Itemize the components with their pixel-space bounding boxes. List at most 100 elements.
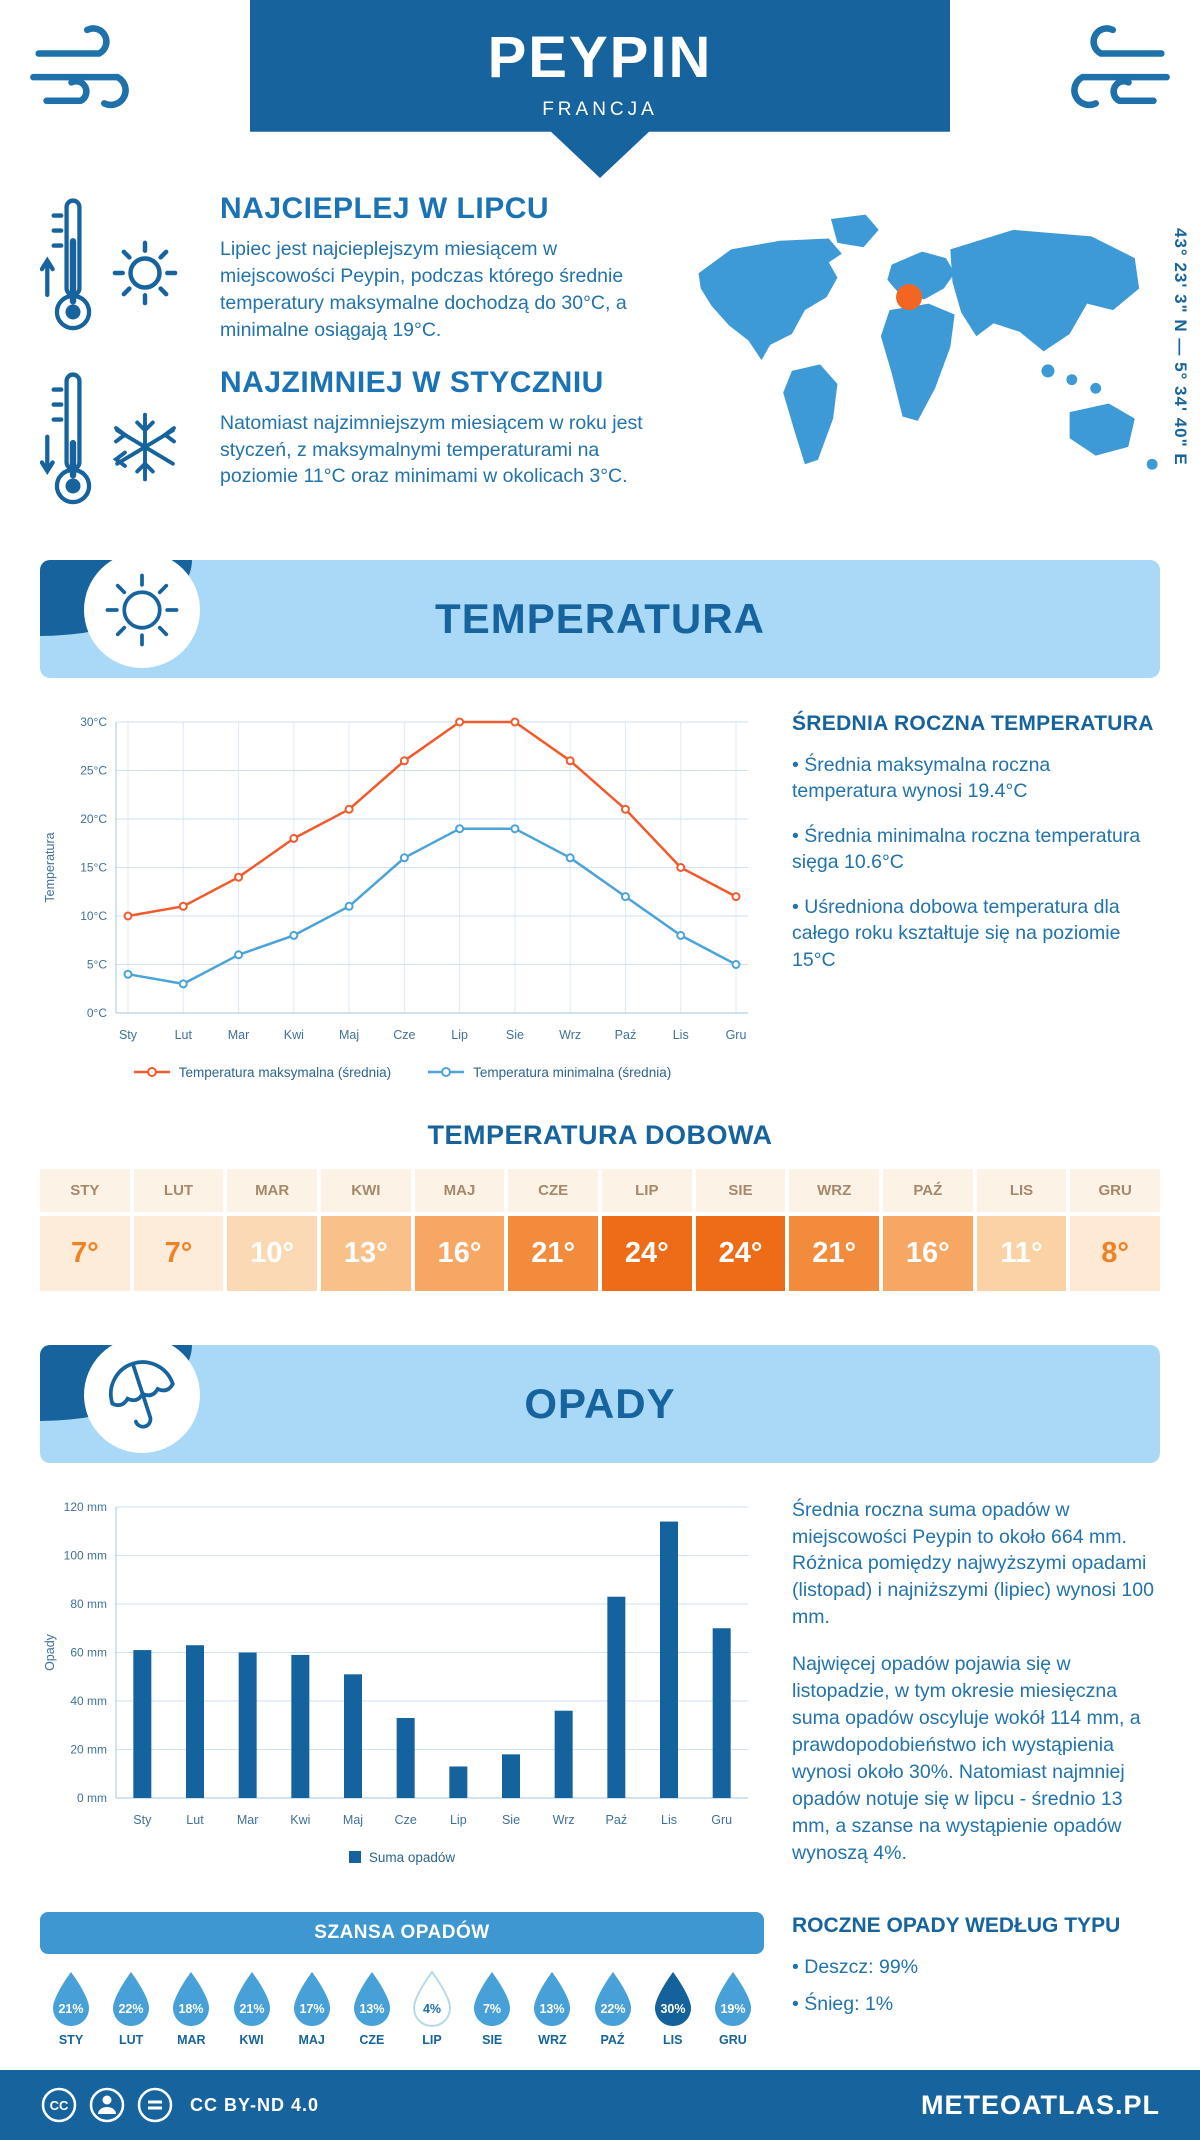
month-header-cell: PAŹ [882, 1168, 973, 1212]
droplet-icon: 13% [534, 1972, 571, 2027]
rain-chance-item: 13% WRZ [525, 1970, 579, 2047]
temperature-value-cell: 21° [508, 1215, 598, 1291]
svg-text:Cze: Cze [393, 1028, 415, 1042]
svg-text:Gru: Gru [711, 1813, 732, 1827]
header: PEYPIN FRANCJA [0, 0, 1200, 186]
svg-text:17%: 17% [299, 2002, 324, 2016]
coldest-icons [40, 366, 210, 516]
rain-chance-item: 19% GRU [706, 1970, 760, 2047]
temperature-summary-heading: ŚREDNIA ROCZNA TEMPERATURA [792, 711, 1154, 735]
month-header-cell: KWI [320, 1168, 411, 1212]
page-title: PEYPIN [487, 25, 713, 90]
temperature-value-cell: 11° [976, 1215, 1067, 1291]
rain-chance-item: 30% LIS [646, 1970, 700, 2047]
thermometer-cold-icon [40, 372, 92, 504]
legend-swatch [348, 1851, 361, 1864]
temperature-value-cell: 24° [695, 1215, 786, 1291]
svg-text:10°C: 10°C [80, 909, 107, 923]
droplet-icon: 13% [353, 1972, 390, 2027]
brand-label: METEOATLAS.PL [921, 2089, 1160, 2120]
no-derivatives-icon [137, 2087, 173, 2123]
month-header-cell: MAJ [414, 1168, 505, 1212]
svg-text:Lip: Lip [451, 1028, 468, 1042]
sun-banner-icon [105, 573, 179, 647]
month-header-cell: LUT [133, 1168, 224, 1212]
droplet-month-label: MAJ [298, 2033, 325, 2048]
droplet-icon: 7% [474, 1972, 511, 2027]
bar [396, 1717, 415, 1798]
temperature-line-chart: 0°C 5°C 10°C 15°C 20°C 25°C 30°C Temperatura Sty… [43, 715, 748, 1042]
svg-text:120 mm: 120 mm [64, 1500, 107, 1514]
wind-icon-right [1071, 25, 1170, 109]
month-header-cell: CZE [508, 1168, 598, 1212]
svg-text:Sie: Sie [502, 1813, 520, 1827]
svg-text:Paź: Paź [606, 1813, 628, 1827]
svg-text:Lip: Lip [450, 1813, 467, 1827]
attribution-person-icon [89, 2087, 125, 2123]
svg-text:100 mm: 100 mm [64, 1548, 107, 1562]
bar [344, 1673, 362, 1798]
droplet-icon: 30% [654, 1972, 691, 2027]
svg-text:Maj: Maj [343, 1813, 363, 1827]
svg-text:80 mm: 80 mm [70, 1597, 107, 1611]
intro-text-column: NAJCIEPLEJ W LIPCU Lipiec jest najcieple… [40, 192, 650, 538]
droplet-month-label: PAŹ [600, 2033, 625, 2048]
svg-text:30°C: 30°C [80, 715, 107, 729]
droplet-month-label: LIP [422, 2033, 442, 2048]
title-banner: PEYPIN FRANCJA [250, 0, 950, 178]
warmest-icons [40, 192, 210, 344]
svg-text:Paź: Paź [615, 1028, 637, 1042]
svg-text:60 mm: 60 mm [70, 1645, 107, 1659]
svg-text:18%: 18% [179, 2002, 204, 2016]
license-icons: CC [40, 2086, 174, 2124]
snowflake-icon [112, 412, 176, 481]
location-marker [896, 284, 923, 311]
month-header-cell: WRZ [789, 1168, 879, 1212]
svg-text:19%: 19% [720, 2002, 745, 2016]
droplet-month-label: MAR [177, 2033, 206, 2048]
svg-text:Sty: Sty [133, 1813, 152, 1827]
svg-text:Lut: Lut [186, 1813, 204, 1827]
bar [502, 1753, 520, 1798]
bar [291, 1654, 310, 1798]
coordinates-label: 43° 23' 3" N — 5° 34' 40" E [1171, 228, 1190, 466]
month-header-cell: LIP [601, 1168, 692, 1212]
warmest-month-block: NAJCIEPLEJ W LIPCU Lipiec jest najcieple… [40, 192, 650, 344]
temperature-value-cell: 7° [40, 1215, 130, 1291]
svg-text:0 mm: 0 mm [77, 1791, 107, 1805]
temperature-bullet: • Uśredniona dobowa temperatura dla całe… [792, 895, 1121, 971]
month-header-cell: GRU [1070, 1168, 1160, 1212]
month-header-cell: LIS [976, 1168, 1067, 1212]
rain-chance-item: 4% LIP [405, 1970, 459, 2047]
coldest-paragraph: Natomiast najzimniejszym miesiącem w rok… [220, 411, 643, 488]
droplet-month-label: LIS [662, 2033, 683, 2048]
droplet-icon: 18% [173, 1972, 210, 2027]
svg-text:Cze: Cze [395, 1813, 417, 1827]
bar [449, 1766, 468, 1798]
temperature-value-cell: 21° [789, 1215, 879, 1291]
rain-chance-item: 22% LUT [104, 1970, 158, 2047]
svg-text:Temperatura: Temperatura [43, 832, 57, 902]
droplet-month-label: CZE [359, 2033, 385, 2048]
coldest-text: NAJZIMNIEJ W STYCZNIU Natomiast najzimni… [220, 366, 650, 516]
temperature-bullet: • Średnia maksymalna roczna temperatura … [792, 753, 1051, 803]
temperature-band-icon-circle [84, 551, 200, 668]
svg-text:21%: 21% [239, 2002, 264, 2016]
bar [660, 1521, 678, 1798]
legend-item: Temperatura minimalna (średnia) [427, 1065, 671, 1080]
wind-icon-left [30, 25, 129, 109]
svg-text:40 mm: 40 mm [70, 1694, 107, 1708]
warmest-text: NAJCIEPLEJ W LIPCU Lipiec jest najcieple… [220, 192, 650, 344]
bar [238, 1652, 257, 1798]
legend-label: Temperatura maksymalna (średnia) [178, 1064, 392, 1080]
svg-text:21%: 21% [58, 2002, 83, 2016]
intro-section: NAJCIEPLEJ W LIPCU Lipiec jest najcieple… [0, 186, 1200, 538]
svg-text:5°C: 5°C [87, 957, 107, 971]
droplet-month-label: STY [58, 2033, 84, 2048]
svg-text:Wrz: Wrz [559, 1028, 581, 1042]
umbrella-banner-icon [109, 1359, 175, 1429]
precipitation-type-bullet: • Śnieg: 1% [792, 1992, 894, 2015]
svg-text:Lis: Lis [673, 1028, 689, 1042]
svg-text:20°C: 20°C [80, 812, 107, 826]
precipitation-type-heading: ROCZNE OPADY WEDŁUG TYPU [792, 1914, 1121, 1938]
